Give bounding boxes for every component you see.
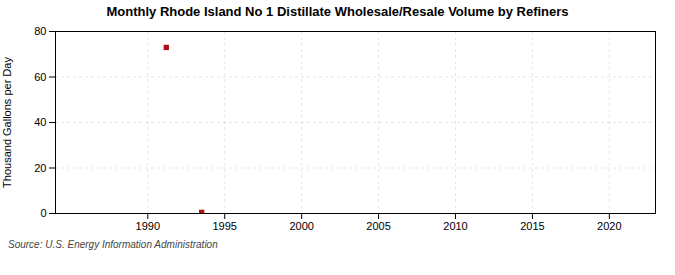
svg-text:Thousand Gallons per Day: Thousand Gallons per Day	[1, 57, 13, 188]
svg-text:2010: 2010	[443, 220, 467, 232]
svg-text:1990: 1990	[136, 220, 160, 232]
svg-text:2015: 2015	[520, 220, 544, 232]
svg-text:2020: 2020	[597, 220, 621, 232]
svg-text:40: 40	[34, 116, 46, 128]
svg-text:20: 20	[34, 162, 46, 174]
svg-text:2000: 2000	[289, 220, 313, 232]
svg-text:2005: 2005	[366, 220, 390, 232]
svg-text:0: 0	[40, 207, 46, 219]
svg-text:80: 80	[34, 25, 46, 37]
svg-text:1995: 1995	[212, 220, 236, 232]
html-text:Source: U.S. Energy Informatio: Source: U.S. Energy Information Administ…	[8, 239, 218, 250]
html-text:Monthly Rhode Island No 1 Dist: Monthly Rhode Island No 1 Distillate Who…	[106, 4, 569, 19]
svg-text:60: 60	[34, 71, 46, 83]
